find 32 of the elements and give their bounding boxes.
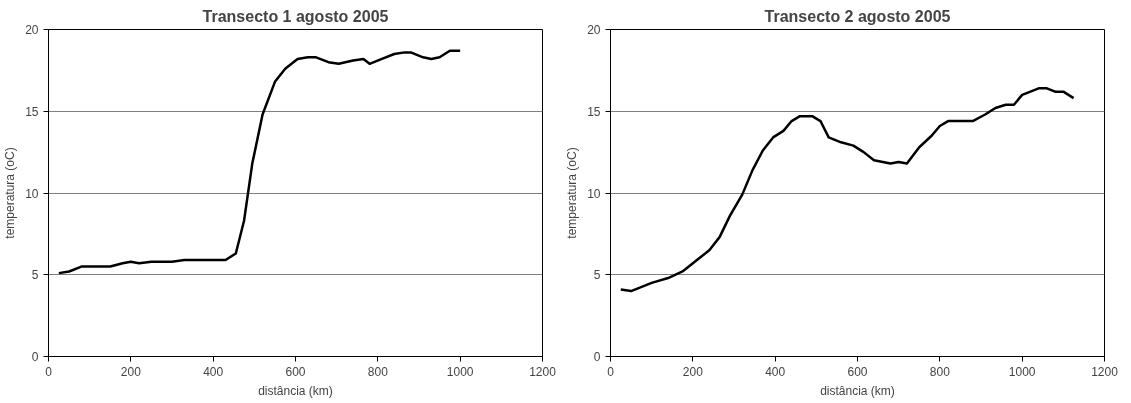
x-axis-title: distância (km) bbox=[258, 383, 333, 398]
x-tick-label: 0 bbox=[607, 364, 615, 379]
x-tick-label: 400 bbox=[203, 364, 224, 379]
x-tick-label: 0 bbox=[45, 364, 53, 379]
x-tick-label: 800 bbox=[367, 364, 389, 379]
x-tick-label: 1000 bbox=[446, 364, 474, 379]
y-tick-label: 20 bbox=[587, 23, 601, 37]
line-series bbox=[57, 49, 462, 275]
chart-title: Transecto 2 agosto 2005 bbox=[764, 7, 951, 25]
x-tick-label: 600 bbox=[285, 364, 306, 379]
y-tick-label: 10 bbox=[587, 186, 601, 201]
y-tick-label: 0 bbox=[31, 350, 39, 364]
chart-title: Transecto 1 agosto 2005 bbox=[202, 7, 389, 25]
x-axis-title: distância (km) bbox=[820, 383, 895, 398]
x-tick-label: 800 bbox=[929, 364, 951, 379]
x-tick-label: 1200 bbox=[1091, 364, 1119, 379]
y-tick-label: 15 bbox=[587, 104, 601, 119]
x-tick-label: 400 bbox=[765, 364, 786, 379]
y-tick-label: 5 bbox=[593, 268, 601, 283]
y-tick-label: 10 bbox=[25, 186, 39, 201]
y-tick-label: 0 bbox=[593, 350, 601, 364]
x-tick-label: 1200 bbox=[529, 364, 557, 379]
y-tick-label: 15 bbox=[25, 104, 39, 119]
x-tick-label: 1000 bbox=[1008, 364, 1036, 379]
y-axis-title: temperatura (oC) bbox=[3, 147, 18, 239]
x-tick-label: 200 bbox=[682, 364, 704, 379]
x-tick-label: 600 bbox=[847, 364, 868, 379]
y-axis-title: temperatura (oC) bbox=[565, 147, 580, 239]
line-series bbox=[619, 87, 1075, 293]
y-tick-label: 5 bbox=[31, 268, 39, 283]
x-tick-label: 200 bbox=[120, 364, 142, 379]
y-tick-label: 20 bbox=[25, 23, 39, 37]
